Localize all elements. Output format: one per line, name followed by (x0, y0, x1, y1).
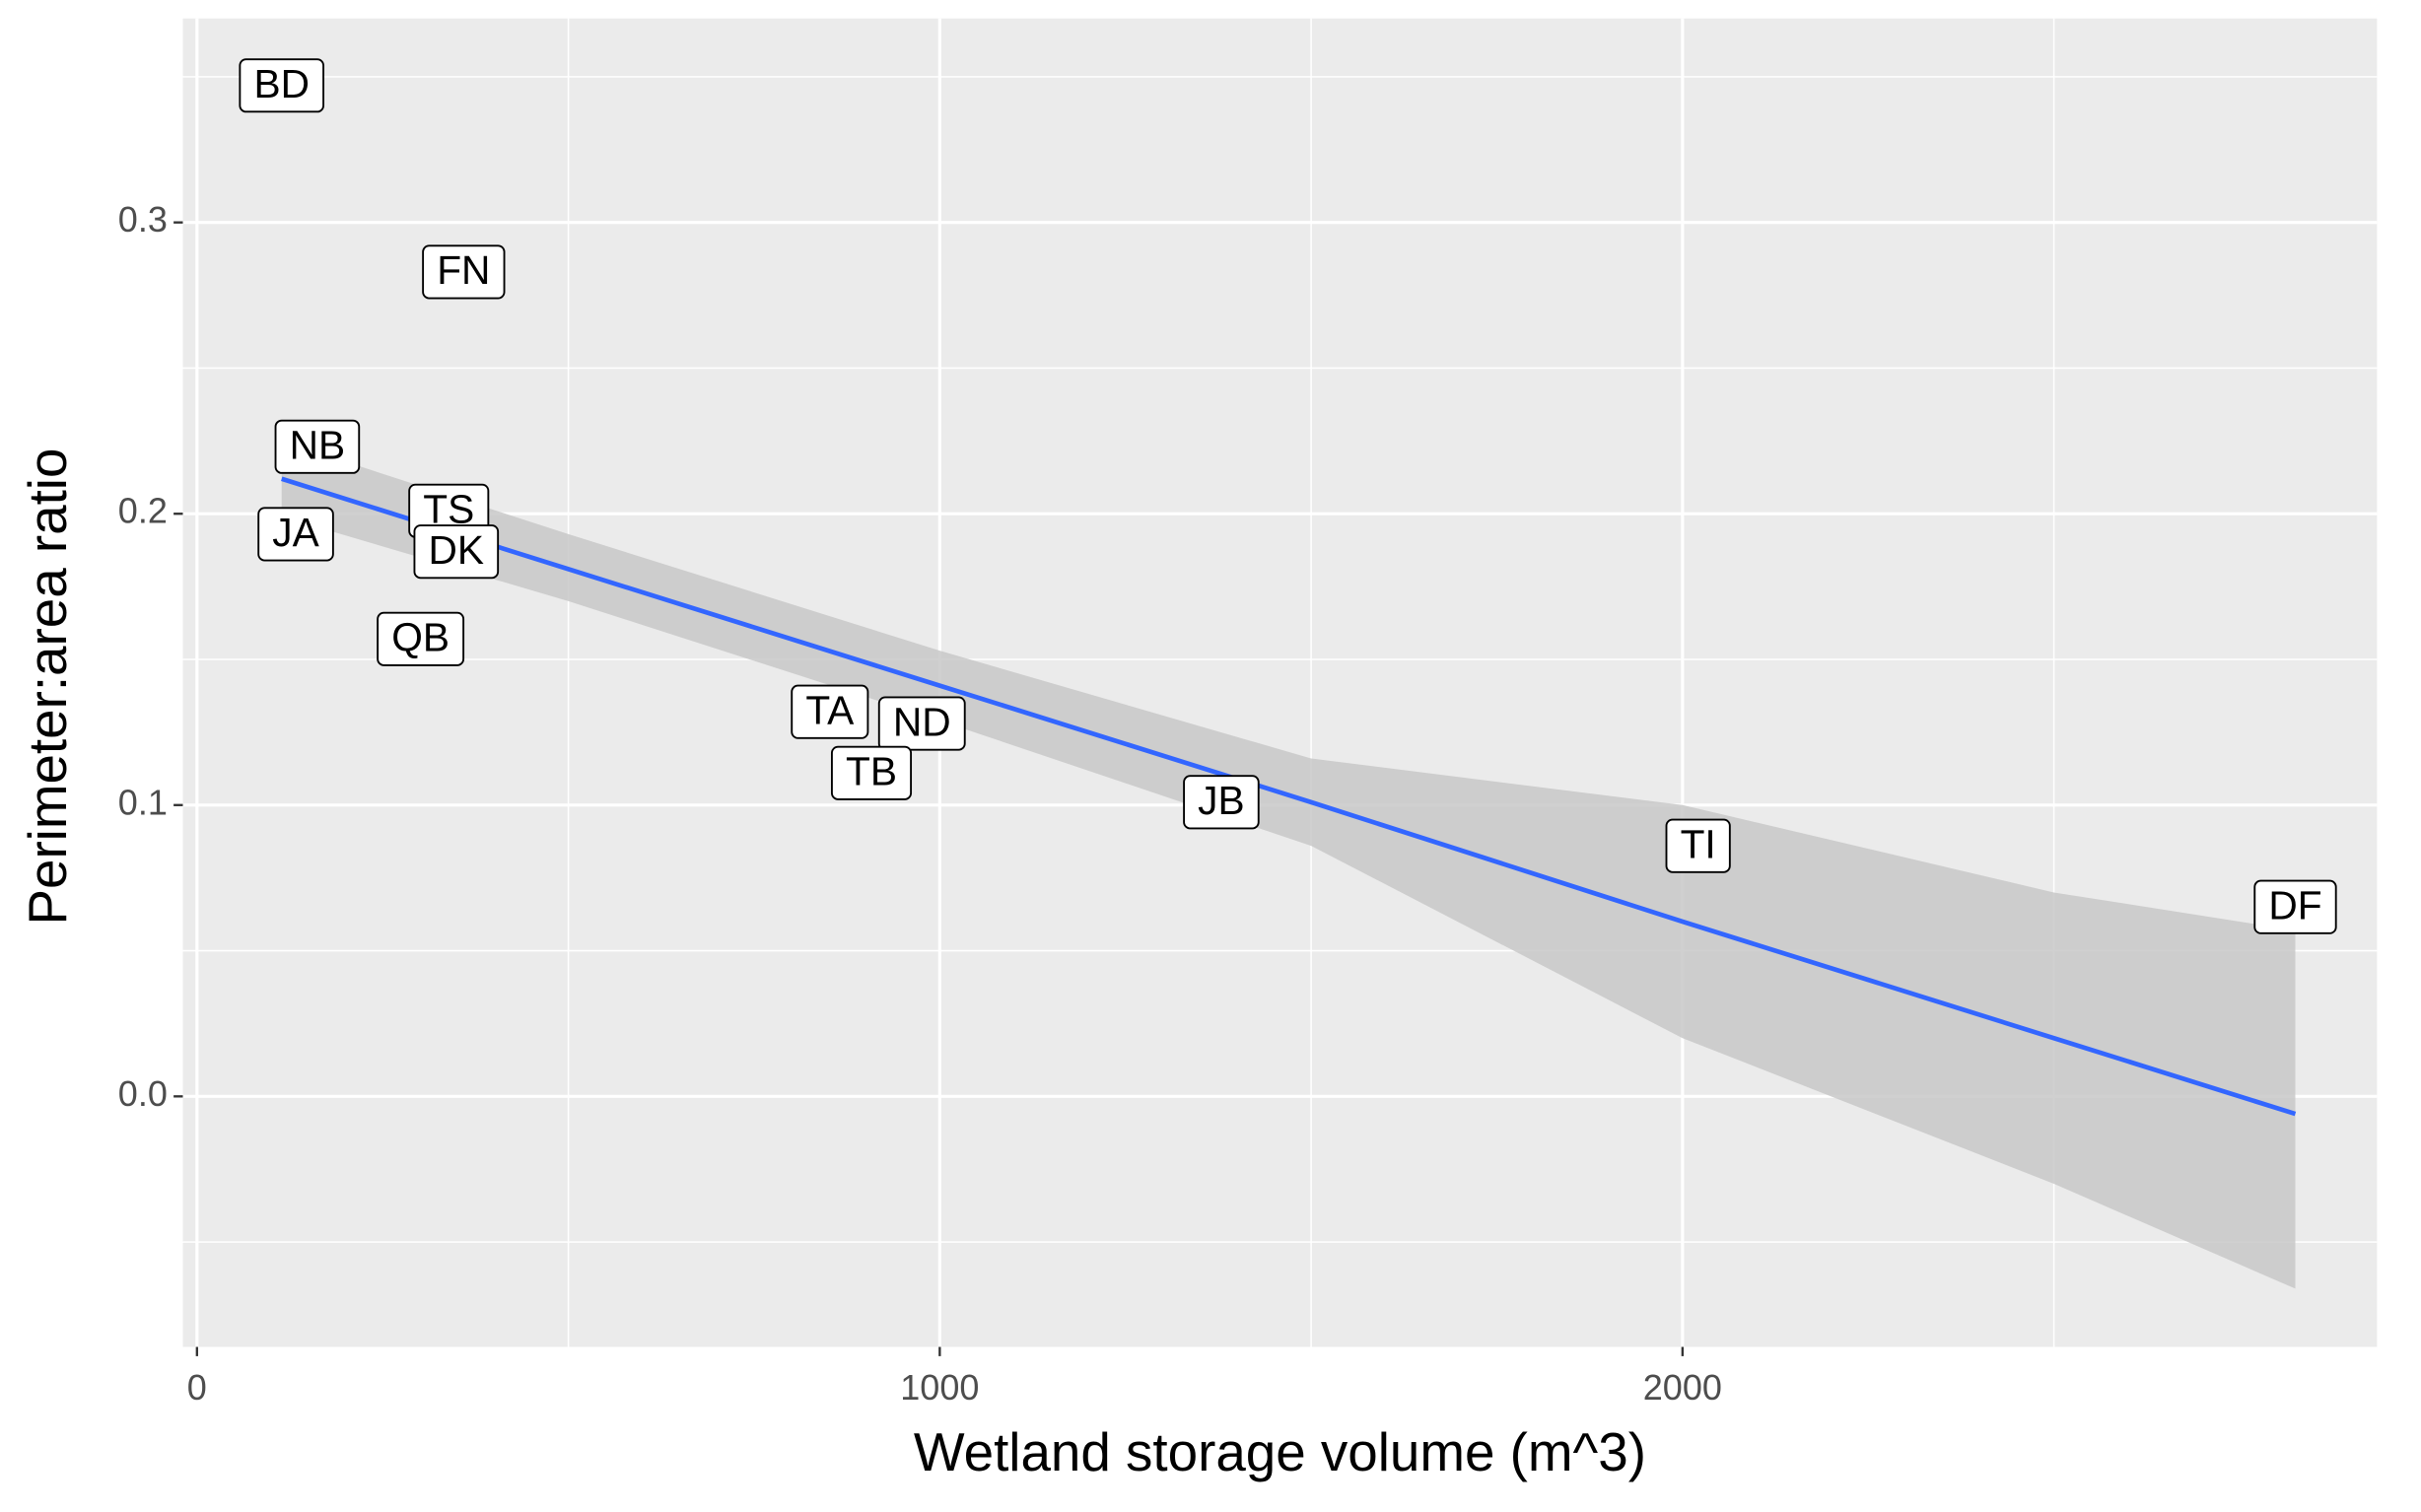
point-text: JA (272, 510, 319, 555)
point-text: BD (253, 61, 310, 106)
point-text: ND (893, 699, 951, 744)
point-box (377, 611, 465, 666)
point-label: TS (408, 483, 490, 538)
y-tick-label: 0.3 (118, 199, 168, 240)
x-tick-label: 1000 (900, 1367, 979, 1408)
point-text: NB (290, 423, 346, 468)
point-box (274, 419, 361, 474)
point-text: DF (2268, 883, 2321, 928)
point-box (422, 244, 506, 300)
point-text: TA (805, 688, 855, 733)
point-box (791, 684, 869, 739)
point-text: DK (429, 527, 485, 573)
point-label: JA (257, 507, 334, 562)
y-tick-label: 0.2 (118, 491, 168, 531)
x-axis-title: Wetland storage volume (m^3) (914, 1421, 1646, 1482)
point-text: QB (391, 615, 450, 660)
point-label: TB (830, 745, 913, 800)
point-box (1183, 775, 1260, 830)
point-text: TS (423, 487, 474, 532)
point-box (830, 745, 913, 800)
point-box (413, 524, 500, 580)
y-axis-title: Perimeter:area ratio (17, 448, 78, 926)
point-label: BD (239, 58, 325, 113)
point-text: TB (846, 749, 897, 794)
confidence-band (281, 441, 2296, 1289)
x-tick-label: 2000 (1643, 1367, 1722, 1408)
point-box (2253, 879, 2337, 934)
point-box (877, 696, 966, 751)
point-label: ND (877, 696, 966, 751)
point-text: FN (437, 247, 490, 293)
point-box (1665, 818, 1731, 873)
y-tick-label: 0.0 (118, 1073, 168, 1114)
point-box (257, 507, 334, 562)
y-tick-label: 0.1 (118, 782, 168, 822)
point-box (239, 58, 325, 113)
fit-line (281, 476, 2297, 1117)
point-text: TI (1681, 821, 1716, 866)
point-label: JB (1183, 775, 1260, 830)
point-label: TI (1665, 818, 1731, 873)
point-label: QB (377, 611, 465, 666)
point-text: JB (1198, 778, 1244, 823)
point-label: DF (2253, 879, 2337, 934)
x-tick-label: 0 (187, 1367, 207, 1408)
point-label: NB (274, 419, 361, 474)
point-label: TA (791, 684, 869, 739)
point-label: DK (413, 524, 500, 580)
point-label: FN (422, 244, 506, 300)
